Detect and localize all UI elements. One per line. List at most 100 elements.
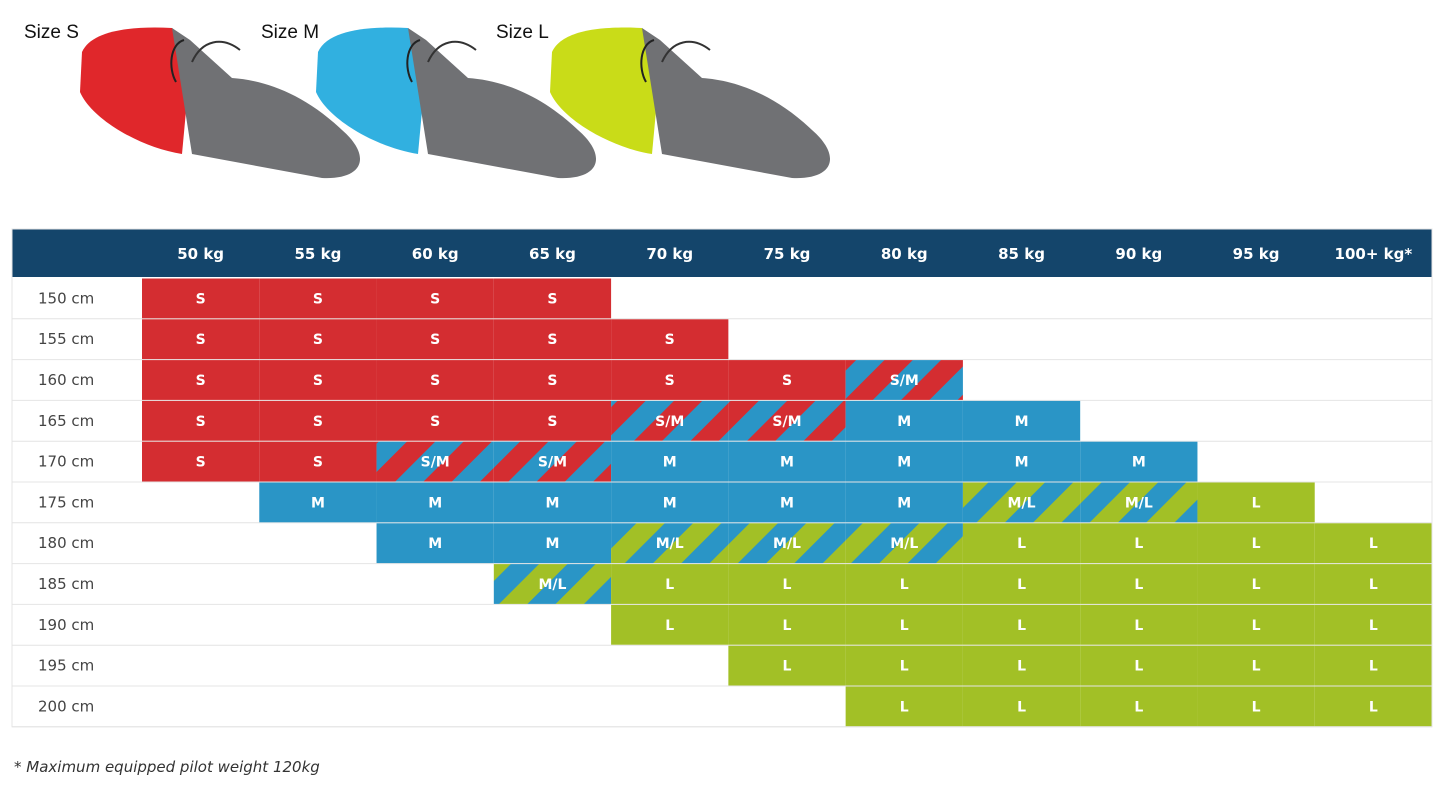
- column-header: 70 kg: [646, 245, 693, 263]
- size-cell: [962, 523, 1081, 564]
- size-cell: [259, 482, 377, 523]
- size-cell-label: S: [196, 373, 206, 389]
- size-cell: [611, 441, 729, 482]
- size-cell: [142, 319, 260, 360]
- size-m-harness-image: [316, 27, 597, 179]
- size-cell: [376, 441, 494, 482]
- size-cell-label: M: [428, 495, 442, 511]
- size-cell-label: M: [545, 536, 559, 552]
- size-s-harness-image: [80, 27, 361, 179]
- size-cell-label: S: [430, 373, 440, 389]
- size-cell-label: M/L: [890, 536, 918, 552]
- harness-body: [642, 28, 831, 179]
- size-cell: [728, 604, 846, 645]
- size-cell: [1197, 564, 1315, 604]
- size-cell-label: M: [1015, 414, 1029, 430]
- size-cell: [962, 564, 1081, 604]
- size-cell-label: S/M: [655, 414, 684, 430]
- size-cell: [493, 278, 612, 319]
- size-cell: [845, 564, 963, 604]
- size-cell: [1080, 482, 1198, 523]
- size-cell-label: S: [430, 332, 440, 348]
- size-cell: [142, 278, 260, 319]
- size-cell: [611, 482, 729, 523]
- size-cell-label: L: [900, 699, 909, 715]
- size-cell-label: M: [1132, 455, 1146, 471]
- size-cell: [493, 441, 612, 482]
- table-border: [11, 228, 1433, 728]
- size-cell-label: L: [1134, 699, 1143, 715]
- column-header: 55 kg: [295, 245, 342, 263]
- size-cell-label: M: [428, 536, 442, 552]
- size-cell-label: S: [196, 291, 206, 307]
- column-header: 65 kg: [529, 245, 576, 263]
- size-l-label: Size L: [496, 22, 549, 43]
- size-cell: [376, 319, 494, 360]
- size-cell-label: S: [313, 455, 323, 471]
- size-cell-label: L: [1017, 577, 1026, 593]
- size-cell-label: M: [780, 495, 794, 511]
- size-cell: [728, 441, 846, 482]
- row-height-label: 190 cm: [38, 616, 94, 634]
- size-cell: [1314, 564, 1432, 604]
- size-cell-label: L: [1369, 659, 1378, 675]
- size-m-label: Size M: [261, 22, 320, 43]
- harness-strap: [661, 41, 711, 63]
- size-cell-label: M: [897, 455, 911, 471]
- size-cell: [1314, 686, 1432, 727]
- size-cell-label: M: [780, 455, 794, 471]
- size-cell: [1197, 686, 1315, 727]
- size-cell: [728, 360, 846, 400]
- size-cell-label: L: [1017, 659, 1026, 675]
- harness-strap: [427, 41, 477, 63]
- size-cell: [142, 400, 260, 441]
- size-cell-label: L: [1252, 699, 1261, 715]
- size-cell-label: M: [663, 495, 677, 511]
- size-cell-label: S/M: [421, 455, 450, 471]
- size-cell-label: M: [545, 495, 559, 511]
- size-cell: [493, 360, 612, 400]
- size-cell-label: L: [1017, 618, 1026, 634]
- size-cell: [1197, 482, 1315, 523]
- size-cell-label: L: [1134, 536, 1143, 552]
- column-header: 75 kg: [764, 245, 811, 263]
- size-cell-label: L: [783, 618, 792, 634]
- size-cell-label: M: [311, 495, 325, 511]
- size-cell: [1314, 523, 1432, 564]
- size-cell-label: L: [1369, 577, 1378, 593]
- size-cell: [259, 319, 377, 360]
- size-cell-label: L: [1252, 618, 1261, 634]
- size-cell-label: S: [665, 332, 675, 348]
- size-cell-label: M: [1015, 455, 1029, 471]
- size-cell-label: S: [313, 373, 323, 389]
- size-cell-label: L: [1369, 699, 1378, 715]
- column-header: 50 kg: [177, 245, 224, 263]
- size-cell-label: S/M: [772, 414, 801, 430]
- size-cell-label: S: [313, 291, 323, 307]
- size-cell: [376, 400, 494, 441]
- size-cell-label: L: [1017, 699, 1026, 715]
- size-cell: [728, 564, 846, 604]
- size-cell-label: L: [1369, 618, 1378, 634]
- size-cell: [962, 441, 1081, 482]
- size-cell: [1080, 645, 1198, 686]
- column-header: 80 kg: [881, 245, 928, 263]
- size-cell: [845, 441, 963, 482]
- size-cell-label: M: [663, 455, 677, 471]
- size-cell: [845, 360, 963, 400]
- size-cell-label: L: [665, 618, 674, 634]
- size-cell-label: S: [430, 291, 440, 307]
- size-cell: [962, 686, 1081, 727]
- size-cell-label: L: [665, 577, 674, 593]
- size-cell-label: L: [1134, 659, 1143, 675]
- size-cell: [142, 441, 260, 482]
- row-height-label: 175 cm: [38, 493, 94, 511]
- size-cell: [962, 604, 1081, 645]
- size-cell-label: M/L: [538, 577, 566, 593]
- row-height-label: 185 cm: [38, 575, 94, 593]
- size-cell: [845, 400, 963, 441]
- size-cell-label: S: [665, 373, 675, 389]
- size-cell: [1197, 645, 1315, 686]
- size-cell: [259, 400, 377, 441]
